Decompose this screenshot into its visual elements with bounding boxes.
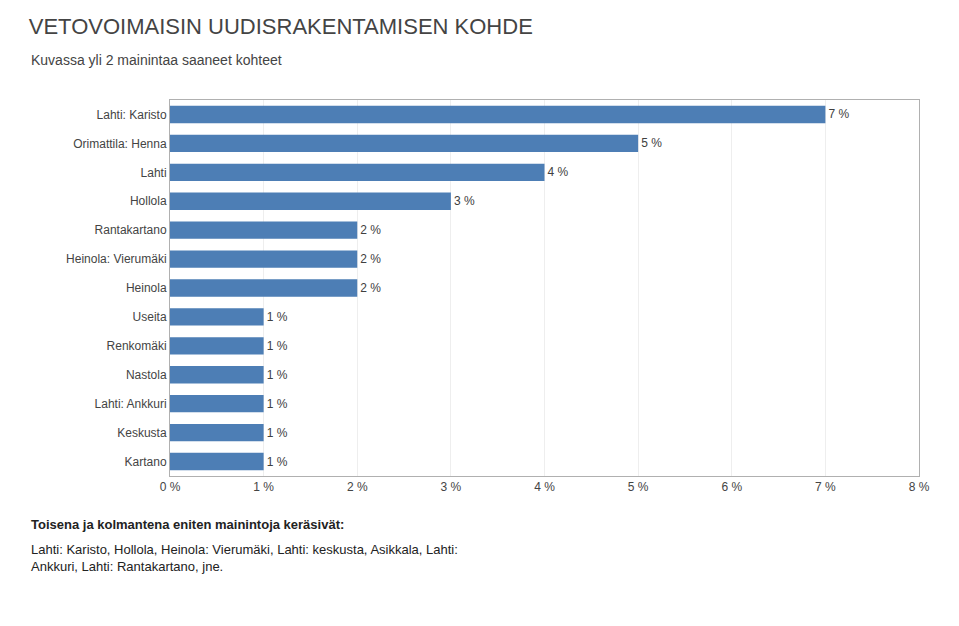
svg-text:1 %: 1 %	[267, 455, 288, 469]
svg-text:Heinola: Heinola	[126, 281, 167, 295]
svg-text:VETOVOIMAISIN UUDISRAKENTAMISE: VETOVOIMAISIN UUDISRAKENTAMISEN KOHDE	[29, 14, 533, 39]
svg-text:Lahti: Ankkuri: Lahti: Ankkuri	[95, 397, 167, 411]
svg-text:1 %: 1 %	[253, 480, 274, 494]
svg-text:5 %: 5 %	[641, 136, 662, 150]
svg-text:1 %: 1 %	[267, 339, 288, 353]
svg-text:0 %: 0 %	[160, 480, 181, 494]
svg-text:Renkomäki: Renkomäki	[107, 339, 167, 353]
svg-text:7 %: 7 %	[828, 107, 849, 121]
svg-text:1 %: 1 %	[267, 397, 288, 411]
svg-text:7 %: 7 %	[815, 480, 836, 494]
svg-text:4 %: 4 %	[534, 480, 555, 494]
svg-text:Nastola: Nastola	[126, 368, 167, 382]
svg-text:2 %: 2 %	[360, 281, 381, 295]
svg-text:2 %: 2 %	[360, 223, 381, 237]
svg-text:1 %: 1 %	[267, 310, 288, 324]
svg-text:Lahti: Lahti	[141, 166, 167, 180]
svg-text:Lahti: Karisto, Hollola, Heino: Lahti: Karisto, Hollola, Heinola: Vierum…	[31, 542, 458, 574]
svg-text:6 %: 6 %	[721, 480, 742, 494]
svg-text:8 %: 8 %	[909, 480, 930, 494]
svg-text:Keskusta: Keskusta	[117, 426, 167, 440]
svg-text:5 %: 5 %	[628, 480, 649, 494]
svg-text:2 %: 2 %	[360, 252, 381, 266]
svg-text:Kartano: Kartano	[125, 455, 167, 469]
svg-text:4 %: 4 %	[548, 165, 569, 179]
svg-text:1 %: 1 %	[267, 368, 288, 382]
svg-text:Toisena ja kolmantena eniten m: Toisena ja kolmantena eniten mainintoja …	[31, 517, 344, 532]
svg-text:Rantakartano: Rantakartano	[95, 223, 167, 237]
svg-text:3 %: 3 %	[454, 194, 475, 208]
svg-text:Lahti: Karisto: Lahti: Karisto	[97, 108, 167, 122]
svg-text:Heinola: Vierumäki: Heinola: Vierumäki	[66, 252, 167, 266]
svg-text:1 %: 1 %	[267, 426, 288, 440]
svg-text:Orimattila: Henna: Orimattila: Henna	[73, 137, 167, 151]
svg-text:2 %: 2 %	[347, 480, 368, 494]
svg-text:Kuvassa yli 2 mainintaa saanee: Kuvassa yli 2 mainintaa saaneet kohteet	[31, 52, 282, 68]
svg-text:Useita: Useita	[133, 310, 167, 324]
svg-text:3 %: 3 %	[441, 480, 462, 494]
svg-text:Hollola: Hollola	[130, 194, 167, 208]
